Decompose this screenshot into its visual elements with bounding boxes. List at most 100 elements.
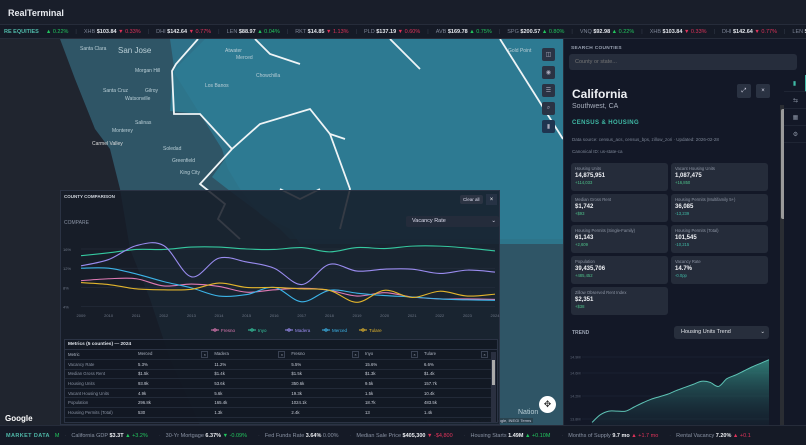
ticker-item[interactable]: XHB $103.84 ▼ 0.33% xyxy=(84,29,141,35)
market-item[interactable]: Months of Supply 9.7 mo ▲ +1.7 mo xyxy=(568,433,658,439)
market-item[interactable]: 30-Yr Mortgage 6.37% ▼ -0.09% xyxy=(166,433,247,439)
map-tool-button[interactable]: ◉ xyxy=(542,66,555,79)
divider: | xyxy=(286,28,289,35)
close-panel-button[interactable]: × xyxy=(756,84,770,98)
ticker-price: $200.57 xyxy=(520,28,541,35)
y-tick-label: 4% xyxy=(63,305,69,310)
market-badge: M xyxy=(54,432,60,439)
expand-button[interactable]: ⤢ xyxy=(737,84,751,98)
metric-select[interactable]: Vacancy Rate ⌄ xyxy=(406,216,499,227)
metric-card-delta: +2,609 xyxy=(575,242,588,247)
remove-county-button[interactable]: × xyxy=(352,351,360,359)
ticker-item[interactable]: DHI $142.64 ▼ 0.77% xyxy=(156,29,211,35)
x-tick-label: 2018 xyxy=(325,313,335,318)
ticker-item[interactable]: PLD $137.19 ▼ 0.60% xyxy=(364,29,420,35)
map-tool-button[interactable]: ⌕ xyxy=(542,102,555,115)
ticker-item[interactable]: LEN $88.97 ▲ 0.04% xyxy=(227,29,280,35)
metric-card-delta: -0.0pp xyxy=(675,273,687,278)
map-tool-button[interactable]: ◫ xyxy=(542,48,555,61)
legend-marker xyxy=(361,328,365,332)
ticker-item[interactable]: LEN $ xyxy=(792,29,806,35)
metrics-table: Metrics (5 counties) — 2024 Metric Merced… xyxy=(64,339,498,423)
y-tick-label: 8% xyxy=(63,285,69,290)
equities-ticker: RE EQUITIES ▲ 0.22% | XHB $103.84 ▼ 0.33%… xyxy=(0,25,806,39)
table-cell: 2.4k xyxy=(288,407,363,418)
table-cell: Median Gross Rent xyxy=(65,369,135,380)
remove-county-button[interactable]: × xyxy=(201,351,209,359)
close-comparison-button[interactable]: × xyxy=(486,194,497,205)
ticker-item[interactable]: RKT $14.85 ▼ 1.13% xyxy=(295,29,348,35)
remove-county-button[interactable]: × xyxy=(411,351,419,359)
map-tool-button[interactable]: ☰ xyxy=(542,84,555,97)
canonical-id: Canonical ID: us-state-ca xyxy=(572,149,623,154)
chevron-down-icon: ⌄ xyxy=(760,329,765,335)
market-item[interactable]: Rental Vacancy 7.20% ▲ +0.1 xyxy=(676,433,751,439)
ticker-symbol: DHI xyxy=(721,28,732,35)
ticker-change: ▲ 0.80% xyxy=(541,28,565,35)
remove-county-button[interactable]: × xyxy=(278,351,286,359)
chart-tab[interactable]: ▮ xyxy=(784,75,806,92)
list-icon: ☰ xyxy=(545,88,552,94)
metric-select-value: Vacancy Rate xyxy=(412,218,446,224)
map-place-label: Nation xyxy=(518,409,539,416)
map-place-label: Santa Cruz xyxy=(103,88,129,94)
trend-select[interactable]: Housing Units Trend ⌄ xyxy=(674,326,769,339)
table-cell: 11.2% xyxy=(211,359,289,370)
x-tick-label: 2015 xyxy=(242,313,252,318)
ticker-symbol: RKT xyxy=(295,28,307,35)
divider: · xyxy=(64,432,67,439)
ticker-item[interactable]: DHI $142.64 ▼ 0.77% xyxy=(722,29,777,35)
divider: · xyxy=(463,432,466,439)
ticker-item[interactable]: VNQ $92.98 ▲ 0.22% xyxy=(580,29,634,35)
series-line-madera xyxy=(80,242,496,286)
table-cell: 1.4k xyxy=(421,407,491,418)
table-tab[interactable]: ▦ xyxy=(784,109,806,126)
ticker-item[interactable]: XHB $103.84 ▼ 0.33% xyxy=(650,29,707,35)
map-tool-button[interactable]: ▮ xyxy=(542,120,555,133)
compare-tab[interactable]: ⇆ xyxy=(784,92,806,109)
gear-icon: ⚙ xyxy=(792,131,799,138)
table-cell: 18.7k xyxy=(362,397,422,409)
panel-scrollbar[interactable] xyxy=(780,105,787,425)
table-cell: 4.9k xyxy=(135,388,212,399)
table-row: Housing Permits (Total) 530 1.3k 2.4k 13 1.4k xyxy=(65,407,491,418)
metric-card-label: Vacancy Rate xyxy=(675,259,701,264)
metric-card-label: Housing Permits (Total) xyxy=(675,228,719,233)
remove-county-button[interactable]: × xyxy=(481,351,488,359)
ticker-change: ▼ 0.77% xyxy=(188,28,212,35)
market-item[interactable]: Median Sale Price $405,300 ▼ -$4,800 xyxy=(356,433,452,439)
settings-tab[interactable]: ⚙ xyxy=(784,126,806,143)
table-cell: 15.6% xyxy=(362,359,422,370)
clear-all-button[interactable]: Clear all xyxy=(460,195,483,204)
ticker-item[interactable]: SPG $200.57 ▲ 0.80% xyxy=(507,29,564,35)
ticker-change: ▼ 0.77% xyxy=(754,28,777,35)
map-place-label: Soledad xyxy=(163,146,182,152)
trend-label: TREND xyxy=(572,330,590,336)
ticker-price: $88.97 xyxy=(238,28,256,35)
ticker-item[interactable]: AVB $169.78 ▲ 0.75% xyxy=(436,29,492,35)
ticker-change: ▼ 1.13% xyxy=(326,28,349,35)
table-cell: 5.5% xyxy=(288,359,363,370)
market-item[interactable]: Fed Funds Rate 3.64% 0.00% xyxy=(265,433,339,439)
layers-icon: ◫ xyxy=(545,52,552,58)
metric-card-label: Median Gross Rent xyxy=(575,197,612,202)
county-search-input[interactable] xyxy=(569,54,797,70)
metric-card-label: Vacant Housing Units xyxy=(675,166,715,171)
recenter-button[interactable]: ✥ xyxy=(539,396,556,413)
table-cell: $1.5k xyxy=(288,369,363,380)
table-scrollbar[interactable] xyxy=(491,352,496,422)
map-place-label: Los Banos xyxy=(205,83,229,89)
market-item[interactable]: Housing Starts 1.49M ▲ +0.10M xyxy=(471,433,551,439)
y-tick-label: 14.9M xyxy=(570,356,581,360)
legend-label: Fresno xyxy=(221,328,236,333)
table-cell: $1.4k xyxy=(421,369,491,380)
metric-card-delta: +$38 xyxy=(575,304,585,309)
metric-card: Vacant Housing Units 1,087,475 +16,850 xyxy=(671,163,768,191)
table-cell: 10.4k xyxy=(421,388,491,399)
map-place-label: Carmel Valley xyxy=(92,141,123,147)
market-item[interactable]: California GDP $3.3T ▲ +3.2% xyxy=(71,433,147,439)
market-item-label: Fed Funds Rate xyxy=(264,432,305,439)
y-tick-label: 14.2M xyxy=(570,395,581,399)
region-subtitle: Southwest, CA xyxy=(572,103,619,110)
x-tick-label: 2020 xyxy=(380,313,390,318)
